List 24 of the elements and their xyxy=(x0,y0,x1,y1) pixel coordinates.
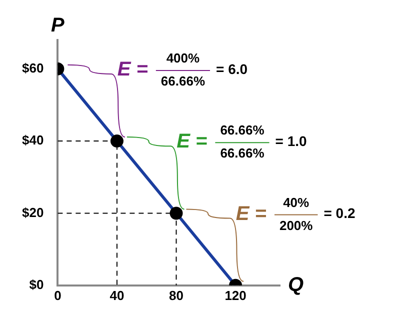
annotation: 400% xyxy=(166,50,200,66)
annotation: 66.66% xyxy=(160,74,206,89)
y-tick-label: $20 xyxy=(22,204,44,220)
y-axis-title: P xyxy=(51,14,66,37)
text: 40% xyxy=(283,194,310,210)
x-axis-title: Q xyxy=(288,274,304,296)
x-tick-label: 120 xyxy=(224,288,246,303)
x-tick-label: 40 xyxy=(110,288,124,303)
annotation: E = xyxy=(117,58,148,80)
y-tick-label: $60 xyxy=(22,60,44,76)
annotation: 66.66% xyxy=(220,122,265,138)
text: = 0.2 xyxy=(324,205,356,222)
y-tick-label: $0 xyxy=(29,276,44,292)
annotation: 200% xyxy=(279,218,314,233)
x-tick-label: 0 xyxy=(54,288,62,303)
annotation: = 1.0 xyxy=(275,132,308,149)
annotation: 66.66% xyxy=(220,146,265,161)
annotation: = 6.0 xyxy=(216,60,248,77)
x-tick-label: 80 xyxy=(169,288,184,303)
annotation: E = xyxy=(236,202,267,225)
point xyxy=(110,134,124,148)
annotation: E = xyxy=(176,130,208,153)
y-tick-label: $40 xyxy=(22,132,44,148)
point xyxy=(170,206,183,220)
